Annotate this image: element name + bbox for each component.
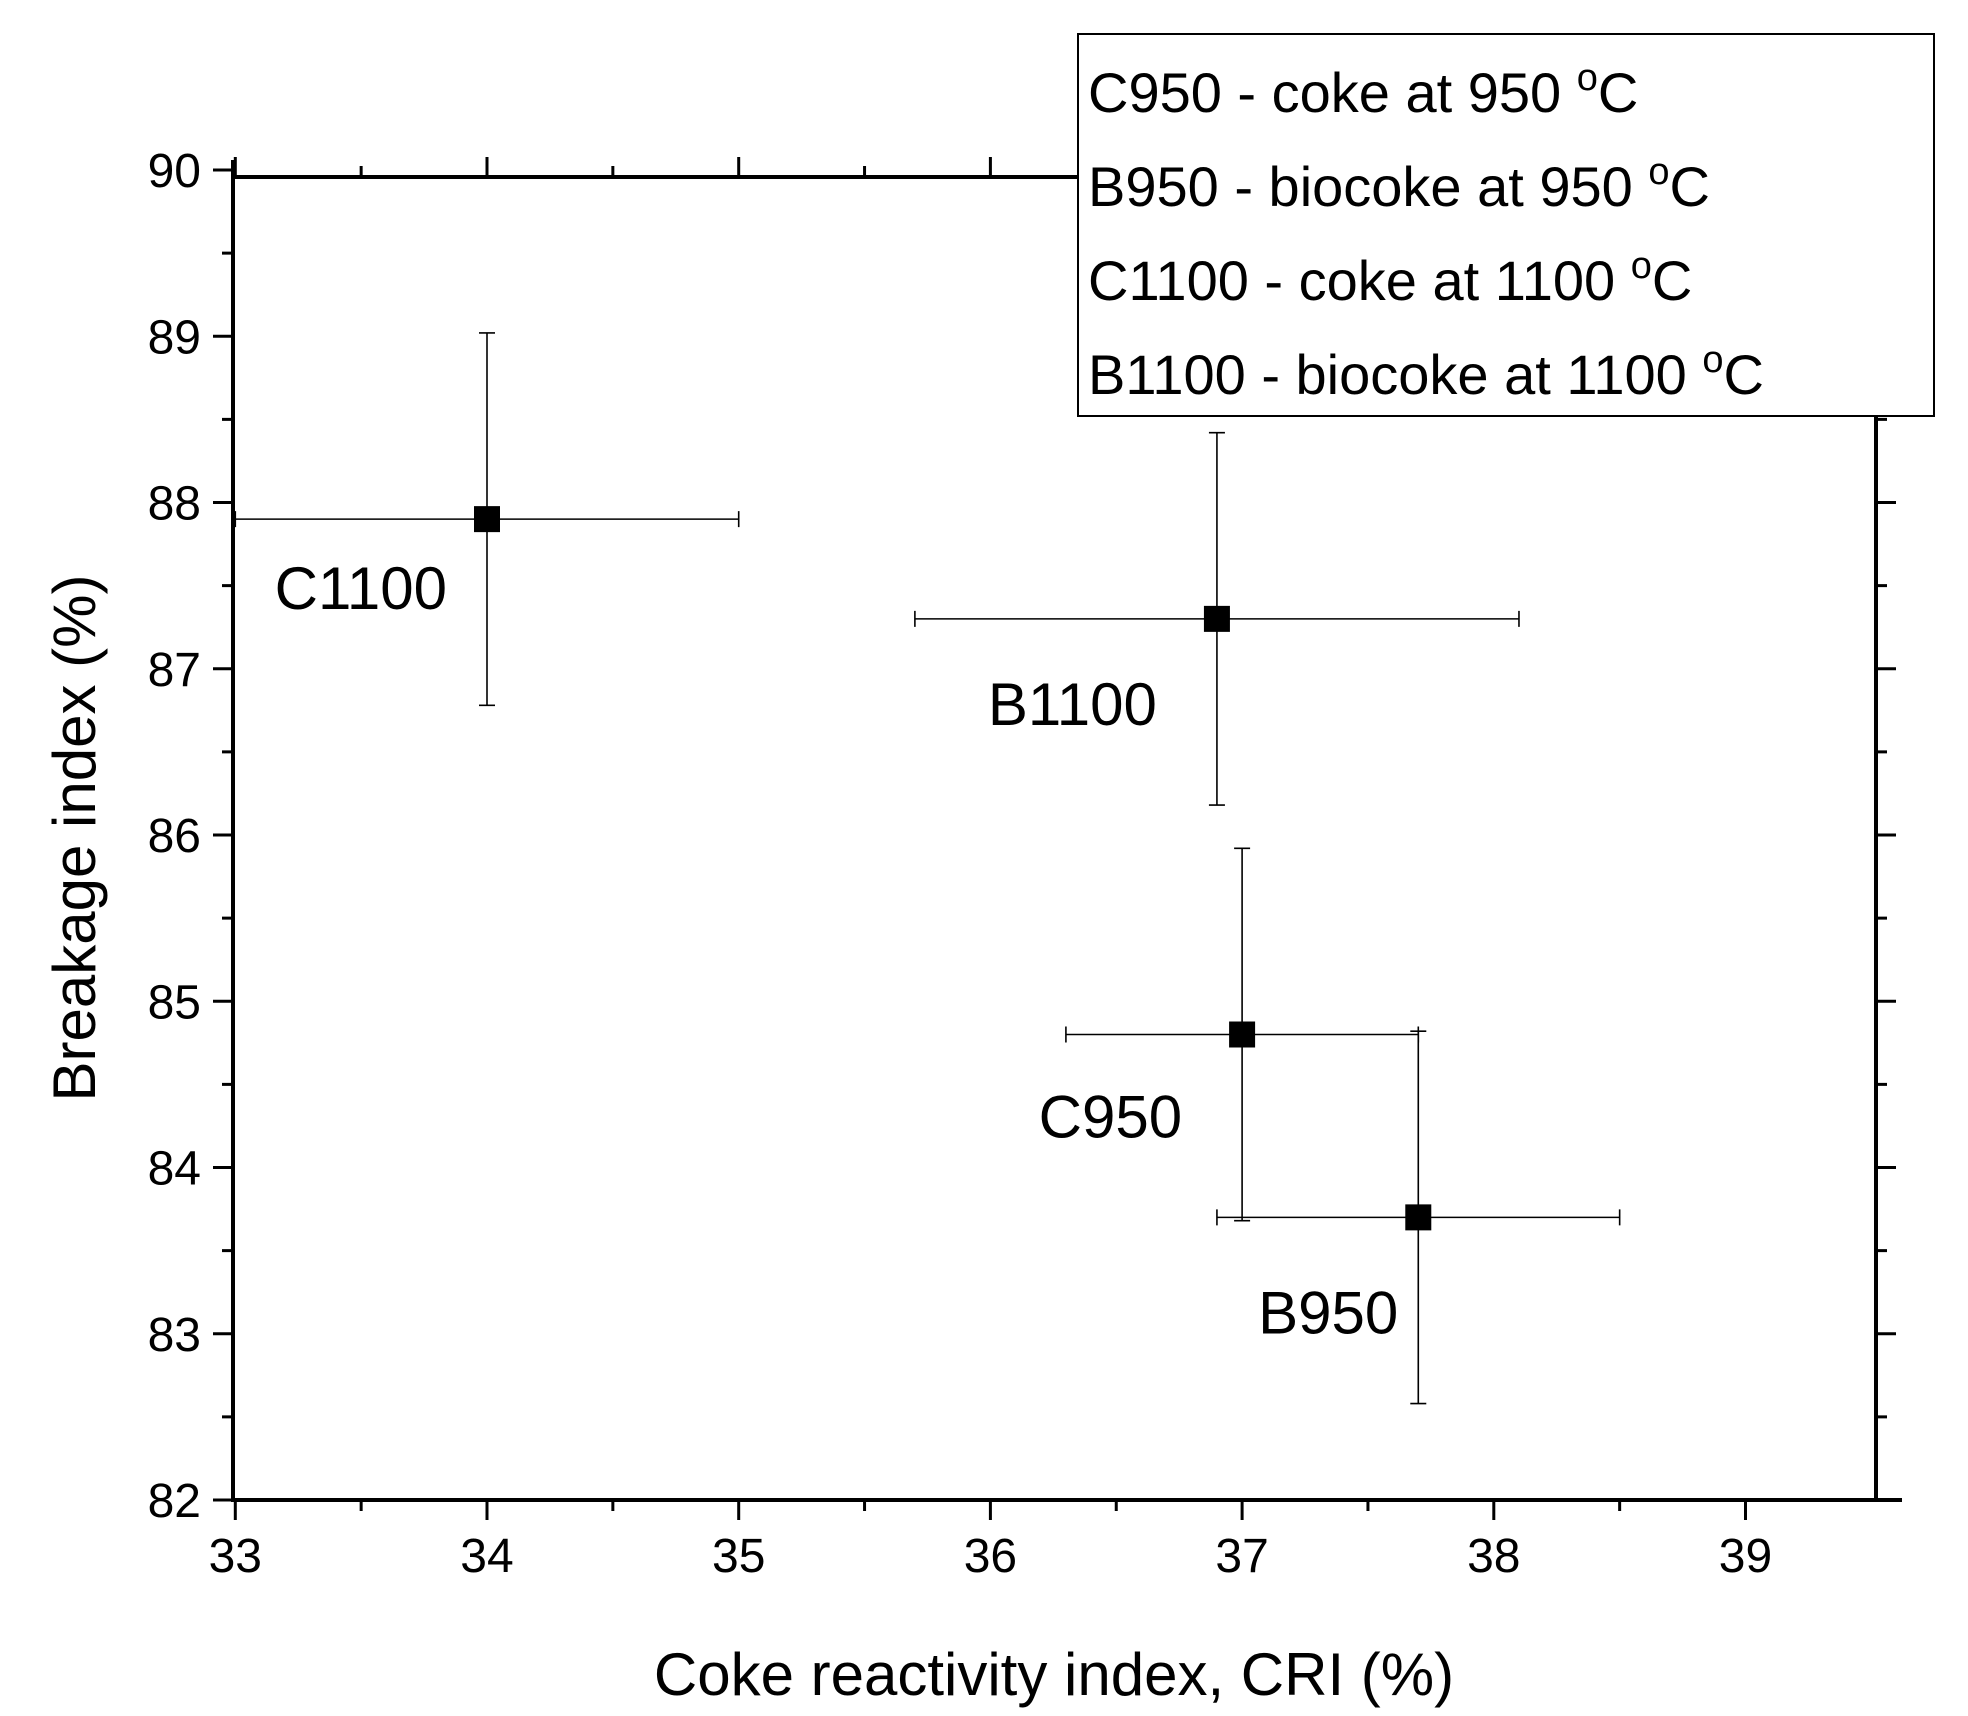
x-tick-label: 33 — [209, 1530, 262, 1583]
x-tick-label: 39 — [1719, 1530, 1772, 1583]
point-labels: C1100 B1100 C950 B950 — [275, 555, 1399, 1346]
y-tick-label: 88 — [148, 478, 201, 531]
legend-entry: B1100 - biocoke at 1100 oC — [1088, 339, 1764, 406]
legend-entry: C950 - coke at 950 oC — [1088, 57, 1638, 124]
y-axis-title: Breakage index (%) — [41, 575, 108, 1102]
legend-frame — [1077, 33, 1935, 417]
point-label-b1100: B1100 — [988, 671, 1157, 738]
plot-frame — [231, 175, 1878, 1502]
y-tick-label: 89 — [148, 311, 201, 364]
axis-ticks — [213, 157, 1896, 1520]
data-point-b1100 — [1203, 605, 1230, 632]
data-point-c950 — [1229, 1021, 1256, 1048]
legend-entry: B950 - biocoke at 950 oC — [1088, 151, 1710, 218]
x-tick-label: 38 — [1467, 1530, 1520, 1583]
data-point-c1100 — [474, 506, 500, 533]
x-tick-label: 36 — [964, 1530, 1017, 1583]
legend-entries: C950 - coke at 950 oC B950 - biocoke at 9… — [1088, 57, 1764, 406]
legend-box: C950 - coke at 950 oC B950 - biocoke at 9… — [1077, 33, 1935, 417]
y-tick-label: 84 — [148, 1143, 201, 1196]
y-tick-label: 85 — [148, 976, 201, 1029]
x-tick-label: 35 — [712, 1530, 765, 1583]
legend-entry: C1100 - coke at 1100 oC — [1088, 245, 1692, 312]
y-tick-label: 90 — [148, 145, 201, 198]
data-point-b950 — [1405, 1204, 1432, 1231]
x-tick-label: 37 — [1215, 1530, 1268, 1583]
y-tick-label: 86 — [148, 810, 201, 863]
point-label-c1100: C1100 — [275, 555, 447, 622]
x-axis-title: Coke reactivity index, CRI (%) — [654, 1641, 1454, 1708]
point-label-c950: C950 — [1039, 1084, 1182, 1151]
y-tick-label: 82 — [148, 1475, 201, 1528]
y-tick-label: 87 — [148, 644, 201, 697]
point-label-b950: B950 — [1258, 1279, 1398, 1346]
axis-tick-labels: 33 34 35 36 37 38 39 82 83 84 85 86 87 88 89 90 — [148, 145, 1773, 1583]
y-tick-label: 83 — [148, 1309, 201, 1362]
data-markers — [474, 506, 1432, 1231]
x-tick-label: 34 — [460, 1530, 513, 1583]
